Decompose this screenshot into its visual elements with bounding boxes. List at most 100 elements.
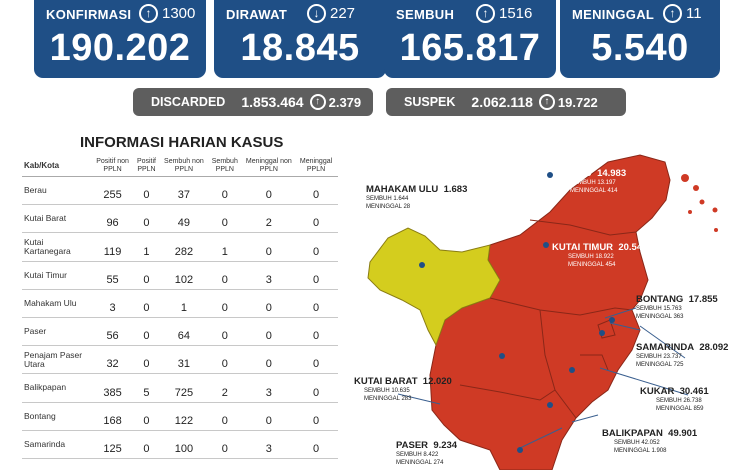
row-kab-kota: Kutai Barat (22, 204, 94, 234)
region-border (580, 354, 609, 371)
map-marker (609, 317, 615, 323)
region-name: MAHAKAM ULU (366, 184, 439, 195)
island (699, 199, 705, 205)
dirawat-delta: 227 (330, 5, 356, 22)
discarded-pill: DISCARDED 1.853.464 ↑ 2.379 (133, 88, 373, 116)
row-value: 3 (94, 289, 132, 318)
region-sembuh: SEMBUH 1.644 (366, 196, 409, 202)
dirawat-label: DIRAWAT (226, 7, 288, 22)
region-meninggal: MENINGGAL 859 (656, 406, 704, 412)
region-meninggal: MENINGGAL 283 (364, 396, 412, 402)
meninggal-delta: 11 (686, 5, 702, 22)
map-svg (367, 154, 718, 470)
map-marker (419, 262, 425, 268)
region-total: 9.234 (433, 440, 458, 451)
row-value: 0 (294, 373, 338, 403)
label-kutai-barat: KUTAI BARAT 12.020 SEMBUH 10.635 MENINGG… (354, 376, 452, 403)
row-value: 2 (205, 373, 244, 403)
row-value: 122 (161, 402, 206, 431)
arrow-up-icon: ↑ (663, 4, 682, 23)
east-kalimantan-map: BERAU 14.983 SEMBUH 13.197 MENINGGAL 414… (340, 140, 753, 470)
leader-line (397, 393, 441, 405)
label-kukar: KUKAR 30.461 SEMBUH 26.738 MENINGGAL 859 (640, 386, 709, 413)
arrow-up-icon: ↑ (476, 4, 495, 23)
row-value: 0 (294, 289, 338, 318)
region-total: 49.901 (668, 428, 698, 439)
table-row: Kutai Barat 96 0 49 0 2 0 (22, 204, 338, 234)
col-header: Kab/Kota (22, 156, 94, 177)
row-value: 49 (161, 204, 206, 234)
map-marker (499, 353, 505, 359)
row-value: 0 (205, 261, 244, 290)
region-name: KUTAI TIMUR (552, 242, 614, 253)
row-value: 0 (294, 261, 338, 290)
row-value: 0 (131, 430, 162, 459)
row-value: 0 (294, 402, 338, 431)
col-header: Positif PPLN (131, 156, 162, 177)
row-value: 0 (294, 430, 338, 459)
row-value: 5 (131, 373, 162, 403)
discarded-value: 1.853.464 (241, 94, 304, 110)
dirawat-card: DIRAWAT ↓ 227 18.845 (214, 0, 386, 78)
region-meninggal: MENINGGAL 725 (636, 362, 684, 368)
row-value: 1 (161, 289, 206, 318)
row-kab-kota: Mahakam Ulu (22, 289, 94, 318)
label-berau: BERAU 14.983 SEMBUH 13.197 MENINGGAL 414 (558, 168, 626, 195)
row-value: 37 (161, 176, 206, 206)
row-value: 0 (205, 204, 244, 234)
row-value: 282 (161, 232, 206, 262)
label-mahakam-ulu: MAHAKAM ULU 1.683 SEMBUH 1.644 MENINGGAL… (366, 184, 467, 211)
row-value: 0 (243, 402, 295, 431)
row-value: 0 (243, 289, 295, 318)
region-border (459, 384, 556, 401)
row-value: 0 (294, 176, 338, 206)
label-samarinda: SAMARINDA 28.092 SEMBUH 23.737 MENINGGAL… (636, 342, 728, 369)
row-value: 32 (94, 345, 132, 375)
region-name: PASER (396, 440, 429, 451)
row-value: 168 (94, 402, 132, 431)
row-kab-kota: Kutai Kartanegara (22, 232, 94, 262)
row-value: 0 (294, 317, 338, 347)
meninggal-value: 5.540 (591, 27, 689, 69)
arrow-up-icon: ↑ (309, 94, 326, 110)
dirawat-value: 18.845 (240, 27, 360, 69)
label-bontang: BONTANG 17.855 SEMBUH 15.763 MENINGGAL 3… (636, 294, 718, 321)
row-value: 31 (161, 345, 206, 375)
table-row: Paser 56 0 64 0 0 0 (22, 317, 338, 347)
region-sembuh: SEMBUH 15.763 (636, 306, 682, 312)
row-value: 0 (205, 317, 244, 347)
suspek-label: SUSPEK (404, 95, 456, 109)
row-kab-kota: Bontang (22, 402, 94, 431)
leader-line (609, 322, 641, 331)
leader-line (604, 307, 637, 319)
row-kab-kota: Kutai Timur (22, 261, 94, 290)
region-total: 28.092 (699, 342, 729, 353)
table-header-row: Kab/Kota Positif non PPLN Positif PPLN S… (22, 156, 338, 177)
col-header: Meninggal PPLN (294, 156, 338, 177)
row-value: 100 (161, 430, 206, 459)
row-kab-kota: Balikpapan (22, 373, 94, 403)
arrow-down-icon: ↓ (307, 4, 326, 23)
suspek-delta: 19.722 (557, 94, 598, 110)
table-row: Balikpapan 385 5 725 2 3 0 (22, 373, 338, 403)
region-total: 17.855 (688, 294, 718, 305)
region-name: BERAU (558, 168, 592, 179)
row-value: 3 (243, 261, 295, 290)
island (714, 228, 718, 232)
region-sembuh: SEMBUH 23.737 (636, 354, 682, 360)
table-row: Mahakam Ulu 3 0 1 0 0 0 (22, 289, 338, 318)
island (681, 174, 689, 182)
region-meninggal: MENINGGAL 414 (570, 188, 618, 194)
leader-line (571, 414, 599, 423)
row-value: 0 (131, 176, 162, 206)
row-value: 64 (161, 317, 206, 347)
row-kab-kota: Berau (22, 176, 94, 206)
table-row: Kutai Kartanegara 119 1 282 1 0 0 (22, 232, 338, 262)
island (688, 210, 692, 214)
discarded-label: DISCARDED (151, 95, 226, 109)
row-value: 0 (294, 345, 338, 375)
island (712, 207, 718, 213)
col-header: Sembuh non PPLN (161, 156, 206, 177)
konfirmasi-value: 190.202 (49, 27, 191, 69)
row-value: 0 (131, 261, 162, 290)
